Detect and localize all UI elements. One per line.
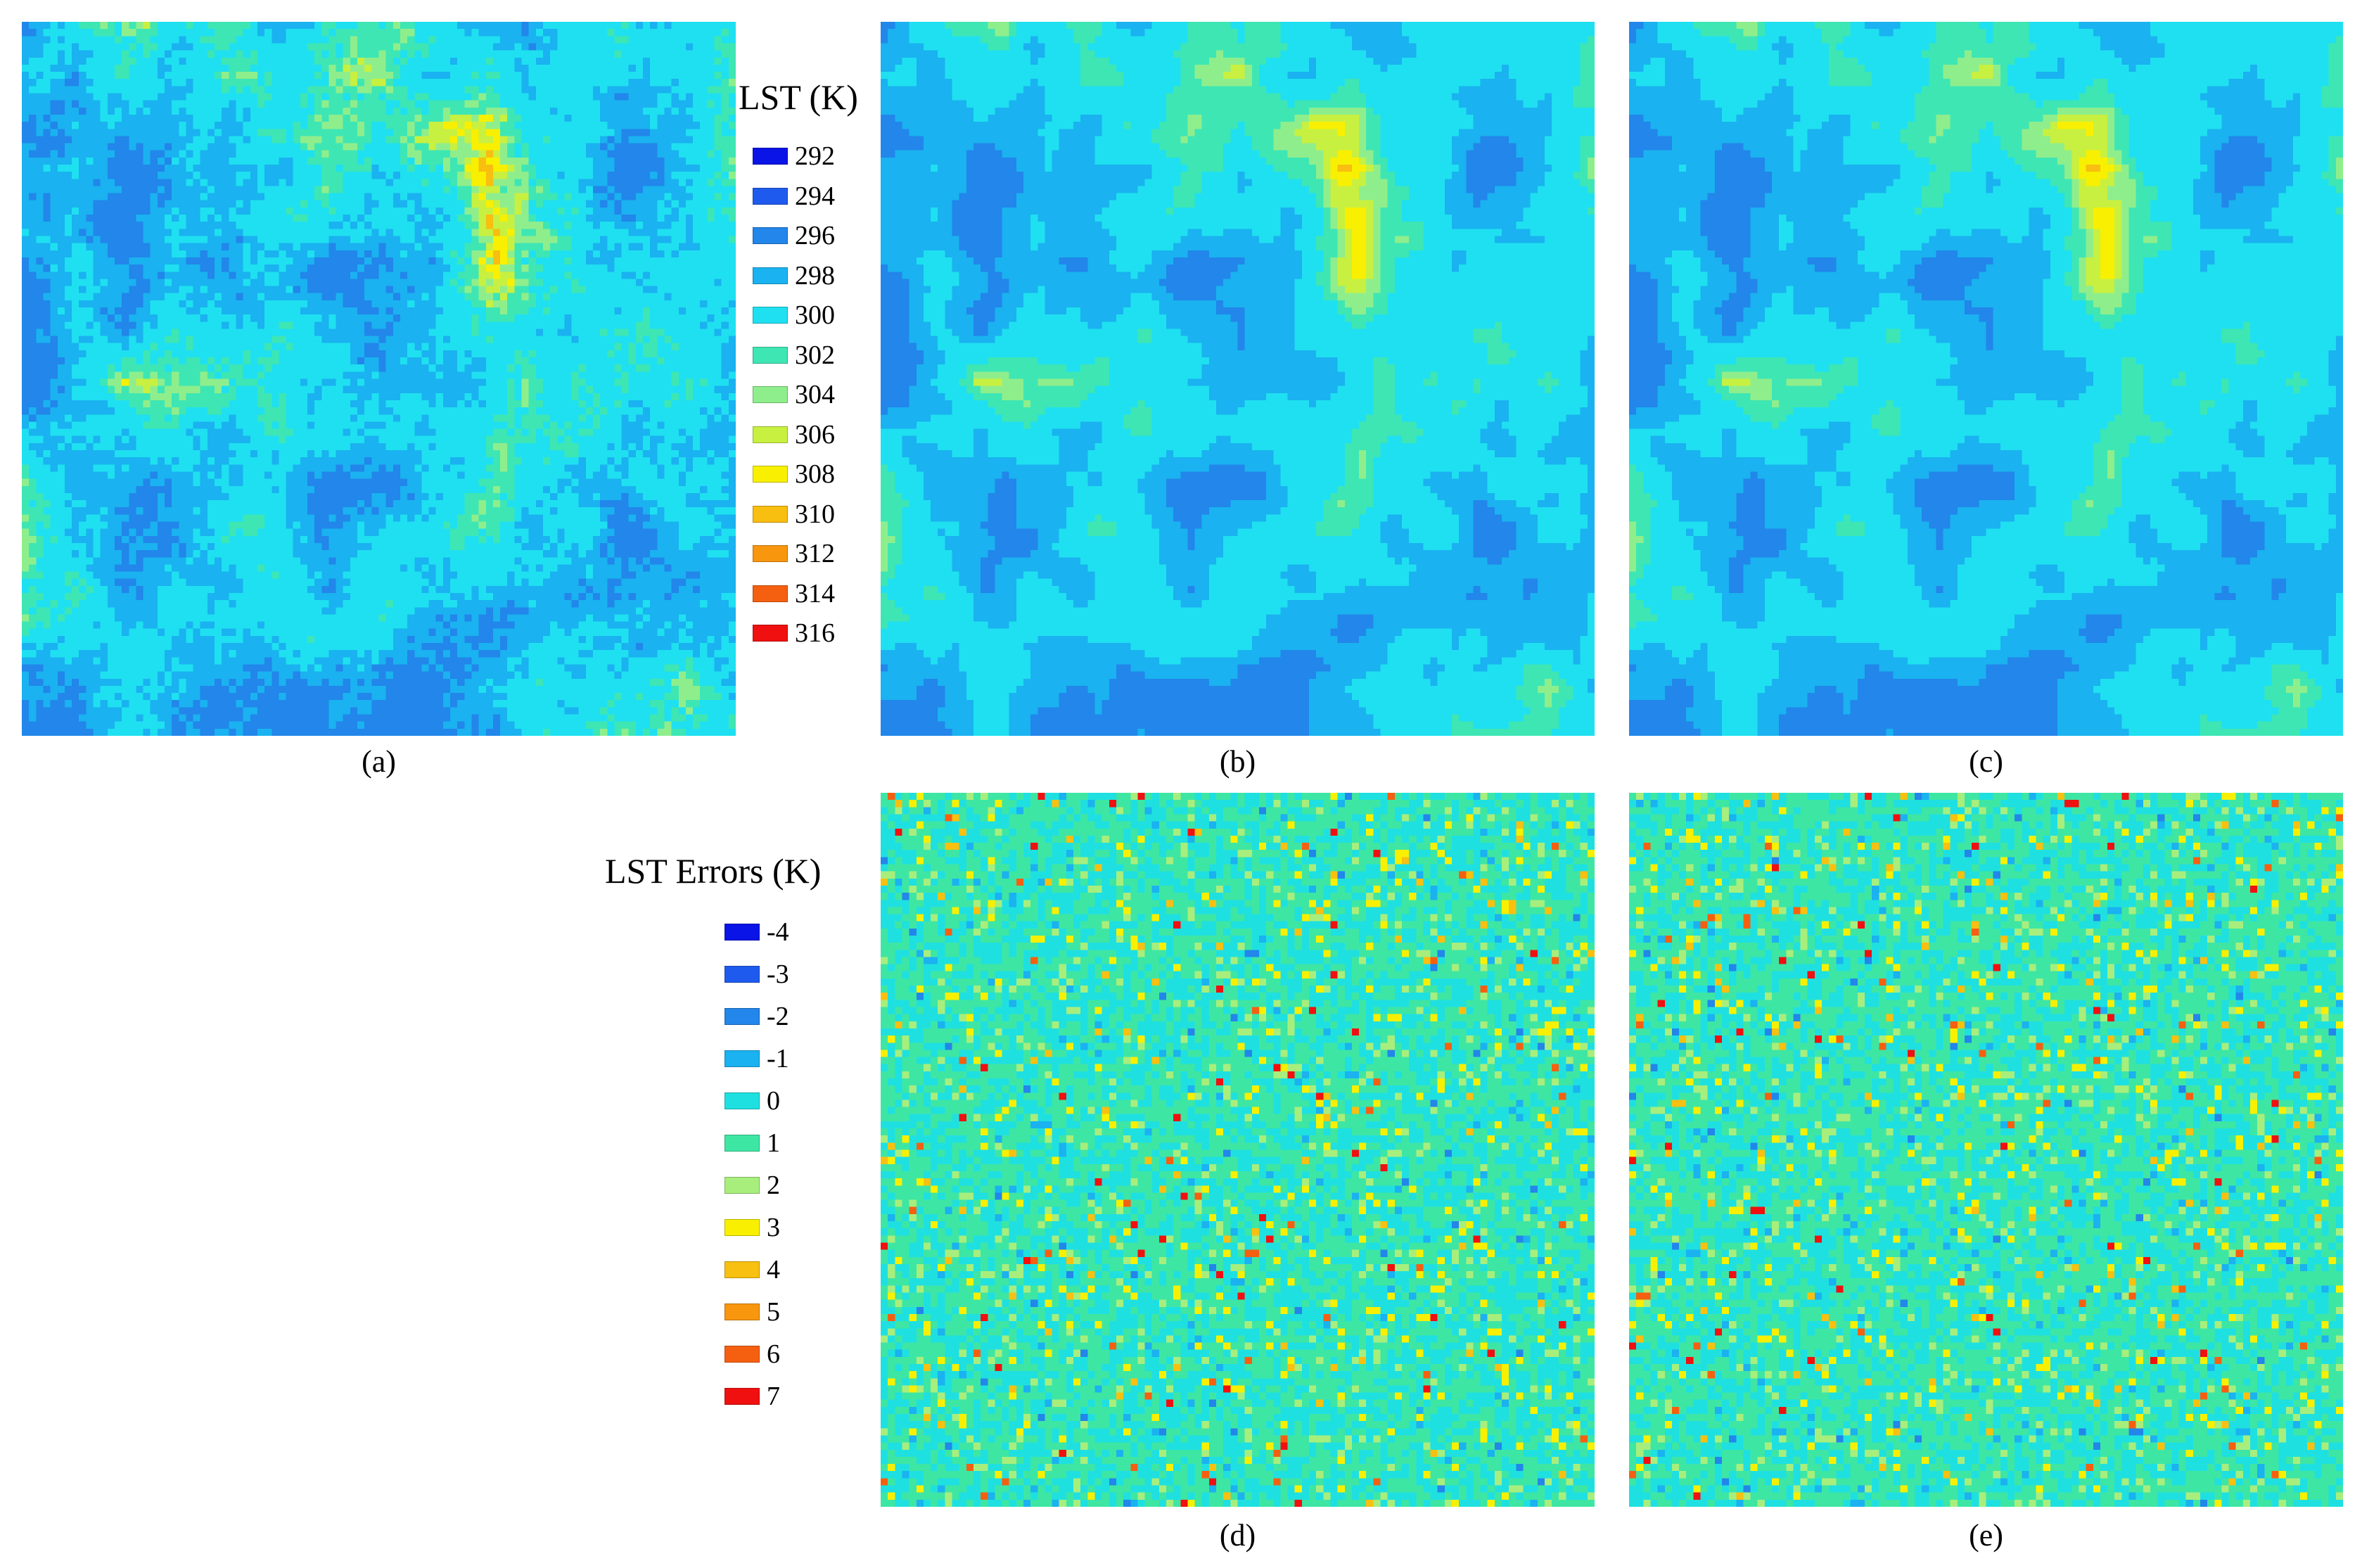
legend-label: 300 <box>795 301 835 329</box>
legend-label: -3 <box>767 960 789 988</box>
legend-label: 316 <box>795 619 835 647</box>
legend-entry: 302 <box>753 341 835 369</box>
legend-label: -4 <box>767 918 789 946</box>
legend-swatch <box>753 426 788 443</box>
legend-entry: 298 <box>753 262 835 290</box>
legend-entry: 292 <box>753 142 835 170</box>
legend-entry: 294 <box>753 182 835 210</box>
legend-swatch <box>753 505 788 523</box>
caption-b: (b) <box>881 744 1595 779</box>
legend-label: 298 <box>795 262 835 290</box>
legend-swatch <box>753 267 788 284</box>
legend-entry: 300 <box>753 301 835 329</box>
error-map-d <box>881 793 1595 1507</box>
caption-c: (c) <box>1629 744 2343 779</box>
lst-legend-title: LST (K) <box>739 77 858 117</box>
error-legend-title: LST Errors (K) <box>605 851 821 891</box>
legend-swatch <box>753 187 788 205</box>
legend-label: 294 <box>795 182 835 210</box>
legend-swatch <box>724 1388 760 1405</box>
legend-swatch <box>753 625 788 642</box>
legend-entry: 3 <box>724 1213 780 1242</box>
legend-label: 4 <box>767 1256 780 1284</box>
legend-swatch <box>724 924 760 941</box>
caption-e: (e) <box>1629 1518 2343 1553</box>
legend-swatch <box>753 148 788 165</box>
legend-swatch <box>724 1050 760 1067</box>
caption-a: (a) <box>22 744 736 779</box>
legend-entry: 316 <box>753 619 835 647</box>
legend-swatch <box>724 1346 760 1363</box>
legend-label: 1 <box>767 1129 780 1157</box>
lst-map-c-raster <box>1629 22 2343 736</box>
legend-swatch <box>724 1135 760 1152</box>
legend-entry: 314 <box>753 580 835 608</box>
legend-swatch <box>753 227 788 244</box>
legend-label: 302 <box>795 341 835 369</box>
lst-map-a <box>22 22 736 736</box>
legend-entry: 304 <box>753 381 835 409</box>
lst-map-c <box>1629 22 2343 736</box>
legend-label: 0 <box>767 1087 780 1115</box>
legend-label: 314 <box>795 580 835 608</box>
legend-entry: 7 <box>724 1382 780 1410</box>
legend-entry: 6 <box>724 1340 780 1368</box>
legend-label: 6 <box>767 1340 780 1368</box>
legend-entry: 2 <box>724 1171 780 1199</box>
legend-entry: 312 <box>753 540 835 568</box>
lst-map-a-raster <box>22 22 736 736</box>
legend-label: 306 <box>795 421 835 449</box>
legend-swatch <box>724 1304 760 1320</box>
legend-label: -2 <box>767 1002 789 1031</box>
legend-entry: 306 <box>753 421 835 449</box>
legend-label: 2 <box>767 1171 780 1199</box>
legend-label: 304 <box>795 381 835 409</box>
legend-label: 3 <box>767 1213 780 1242</box>
legend-label: -1 <box>767 1045 789 1073</box>
legend-swatch <box>753 386 788 403</box>
legend-swatch <box>753 346 788 364</box>
legend-swatch <box>724 1092 760 1109</box>
legend-entry: 4 <box>724 1256 780 1284</box>
legend-entry: 5 <box>724 1298 780 1326</box>
error-map-e-raster <box>1629 793 2343 1507</box>
legend-label: 310 <box>795 500 835 528</box>
legend-label: 5 <box>767 1298 780 1326</box>
legend-swatch <box>724 1219 760 1236</box>
legend-swatch <box>753 466 788 483</box>
legend-swatch <box>724 966 760 983</box>
legend-entry: 1 <box>724 1129 780 1157</box>
legend-entry: 0 <box>724 1087 780 1115</box>
legend-swatch <box>753 545 788 562</box>
legend-entry: -1 <box>724 1045 789 1073</box>
legend-swatch <box>753 307 788 324</box>
error-map-e <box>1629 793 2343 1507</box>
lst-map-b-raster <box>881 22 1595 736</box>
legend-entry: -4 <box>724 918 789 946</box>
legend-swatch <box>753 585 788 602</box>
legend-entry: 310 <box>753 500 835 528</box>
legend-entry: 296 <box>753 222 835 250</box>
legend-label: 292 <box>795 142 835 170</box>
legend-swatch <box>724 1177 760 1194</box>
error-map-d-raster <box>881 793 1595 1507</box>
caption-d: (d) <box>881 1518 1595 1553</box>
legend-label: 296 <box>795 222 835 250</box>
legend-swatch <box>724 1008 760 1025</box>
legend-entry: -2 <box>724 1002 789 1031</box>
legend-label: 7 <box>767 1382 780 1410</box>
legend-label: 312 <box>795 540 835 568</box>
legend-entry: -3 <box>724 960 789 988</box>
legend-entry: 308 <box>753 460 835 488</box>
legend-swatch <box>724 1261 760 1278</box>
legend-label: 308 <box>795 460 835 488</box>
lst-map-b <box>881 22 1595 736</box>
